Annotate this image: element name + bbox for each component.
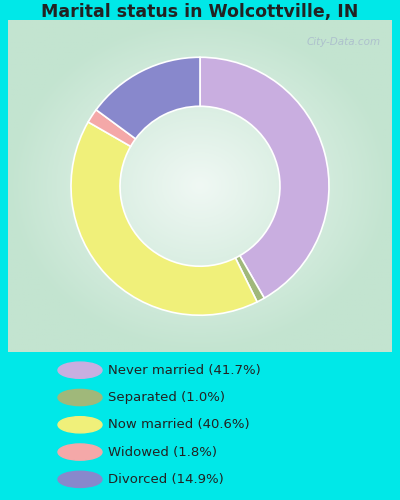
Circle shape [58, 390, 102, 406]
Wedge shape [88, 110, 136, 146]
Wedge shape [200, 57, 329, 298]
Text: Marital status in Wolcottville, IN: Marital status in Wolcottville, IN [41, 4, 359, 22]
Circle shape [58, 362, 102, 378]
Circle shape [58, 471, 102, 488]
Text: Never married (41.7%): Never married (41.7%) [108, 364, 261, 376]
Circle shape [58, 416, 102, 433]
Text: Widowed (1.8%): Widowed (1.8%) [108, 446, 217, 458]
Wedge shape [71, 122, 257, 315]
Wedge shape [96, 57, 200, 139]
Wedge shape [236, 256, 264, 302]
Circle shape [58, 444, 102, 460]
Text: Now married (40.6%): Now married (40.6%) [108, 418, 250, 432]
Text: City-Data.com: City-Data.com [306, 36, 380, 46]
Text: Divorced (14.9%): Divorced (14.9%) [108, 473, 224, 486]
Text: Separated (1.0%): Separated (1.0%) [108, 391, 225, 404]
